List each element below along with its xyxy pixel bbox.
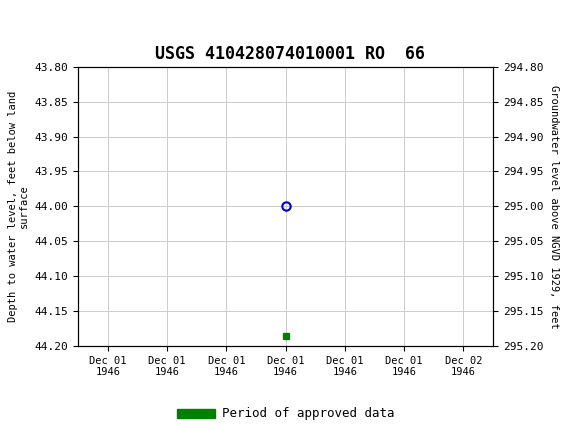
Y-axis label: Depth to water level, feet below land
surface: Depth to water level, feet below land su…: [8, 91, 29, 322]
Text: USGS: USGS: [35, 8, 99, 28]
Text: Period of approved data: Period of approved data: [222, 407, 394, 420]
Text: ≡: ≡: [7, 6, 28, 30]
Y-axis label: Groundwater level above NGVD 1929, feet: Groundwater level above NGVD 1929, feet: [549, 85, 559, 328]
Text: USGS 410428074010001 RO  66: USGS 410428074010001 RO 66: [155, 45, 425, 63]
